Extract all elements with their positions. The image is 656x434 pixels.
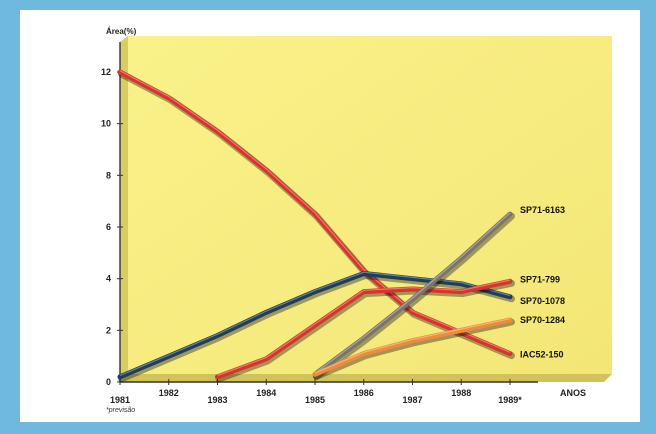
x-tick-label: 1988 bbox=[451, 388, 471, 398]
series-label-iac52-150: IAC52-150 bbox=[520, 350, 564, 360]
y-tick-label: 6 bbox=[106, 222, 111, 232]
series-highlight-sp70-1078 bbox=[119, 271, 511, 377]
series-line-iac52-150 bbox=[117, 69, 513, 357]
series-highlight-sp71-799 bbox=[217, 279, 511, 377]
x-tick-label: 1985 bbox=[305, 395, 325, 405]
series-label-sp71-6163: SP71-6163 bbox=[520, 205, 565, 215]
plot-floor bbox=[120, 374, 612, 382]
series-label-sp70-1284: SP70-1284 bbox=[520, 315, 565, 325]
y-tick-label: 4 bbox=[106, 274, 111, 284]
series-highlight-iac52-150 bbox=[119, 70, 511, 353]
series-label-sp70-1078: SP70-1078 bbox=[520, 296, 565, 306]
series-label-sp71-799: SP71-799 bbox=[520, 274, 560, 284]
x-tick-label: 1982 bbox=[159, 388, 179, 398]
chart-figure: 0 2 4 6 8 10 12 1981 1982 1983 1984 1985 1986 1987 198… bbox=[20, 10, 640, 422]
x-tick-label: 1989* bbox=[498, 395, 522, 405]
x-tick-label: 1986 bbox=[354, 388, 374, 398]
series-highlight-sp71-6163 bbox=[314, 212, 511, 374]
x-axis-label: ANOS bbox=[560, 388, 586, 398]
x-tick-label: 1987 bbox=[402, 395, 422, 405]
y-tick-label: 8 bbox=[106, 170, 111, 180]
plot-side-wall bbox=[120, 36, 128, 382]
y-axis-label: Área(%) bbox=[106, 27, 137, 36]
line-chart: 0 2 4 6 8 10 12 1981 1982 1983 1984 1985 1986 1987 198… bbox=[101, 27, 612, 414]
series-line-sp71-799 bbox=[215, 278, 513, 380]
x-tick-label: 1981 bbox=[110, 395, 130, 405]
series-highlight-sp70-1284 bbox=[314, 318, 511, 374]
series-line-sp71-6163 bbox=[312, 211, 513, 377]
y-tick-label: 0 bbox=[106, 377, 111, 387]
x-tick-label: 1984 bbox=[256, 388, 276, 398]
y-tick-label: 2 bbox=[106, 325, 111, 335]
y-tick-label: 12 bbox=[101, 67, 111, 77]
y-tick-label: 10 bbox=[101, 119, 111, 129]
series-line-sp70-1078 bbox=[117, 271, 513, 380]
series-line-sp70-1284 bbox=[312, 317, 513, 377]
x-tick-label: 1983 bbox=[207, 395, 227, 405]
forecast-note: *previsão bbox=[106, 407, 135, 414]
